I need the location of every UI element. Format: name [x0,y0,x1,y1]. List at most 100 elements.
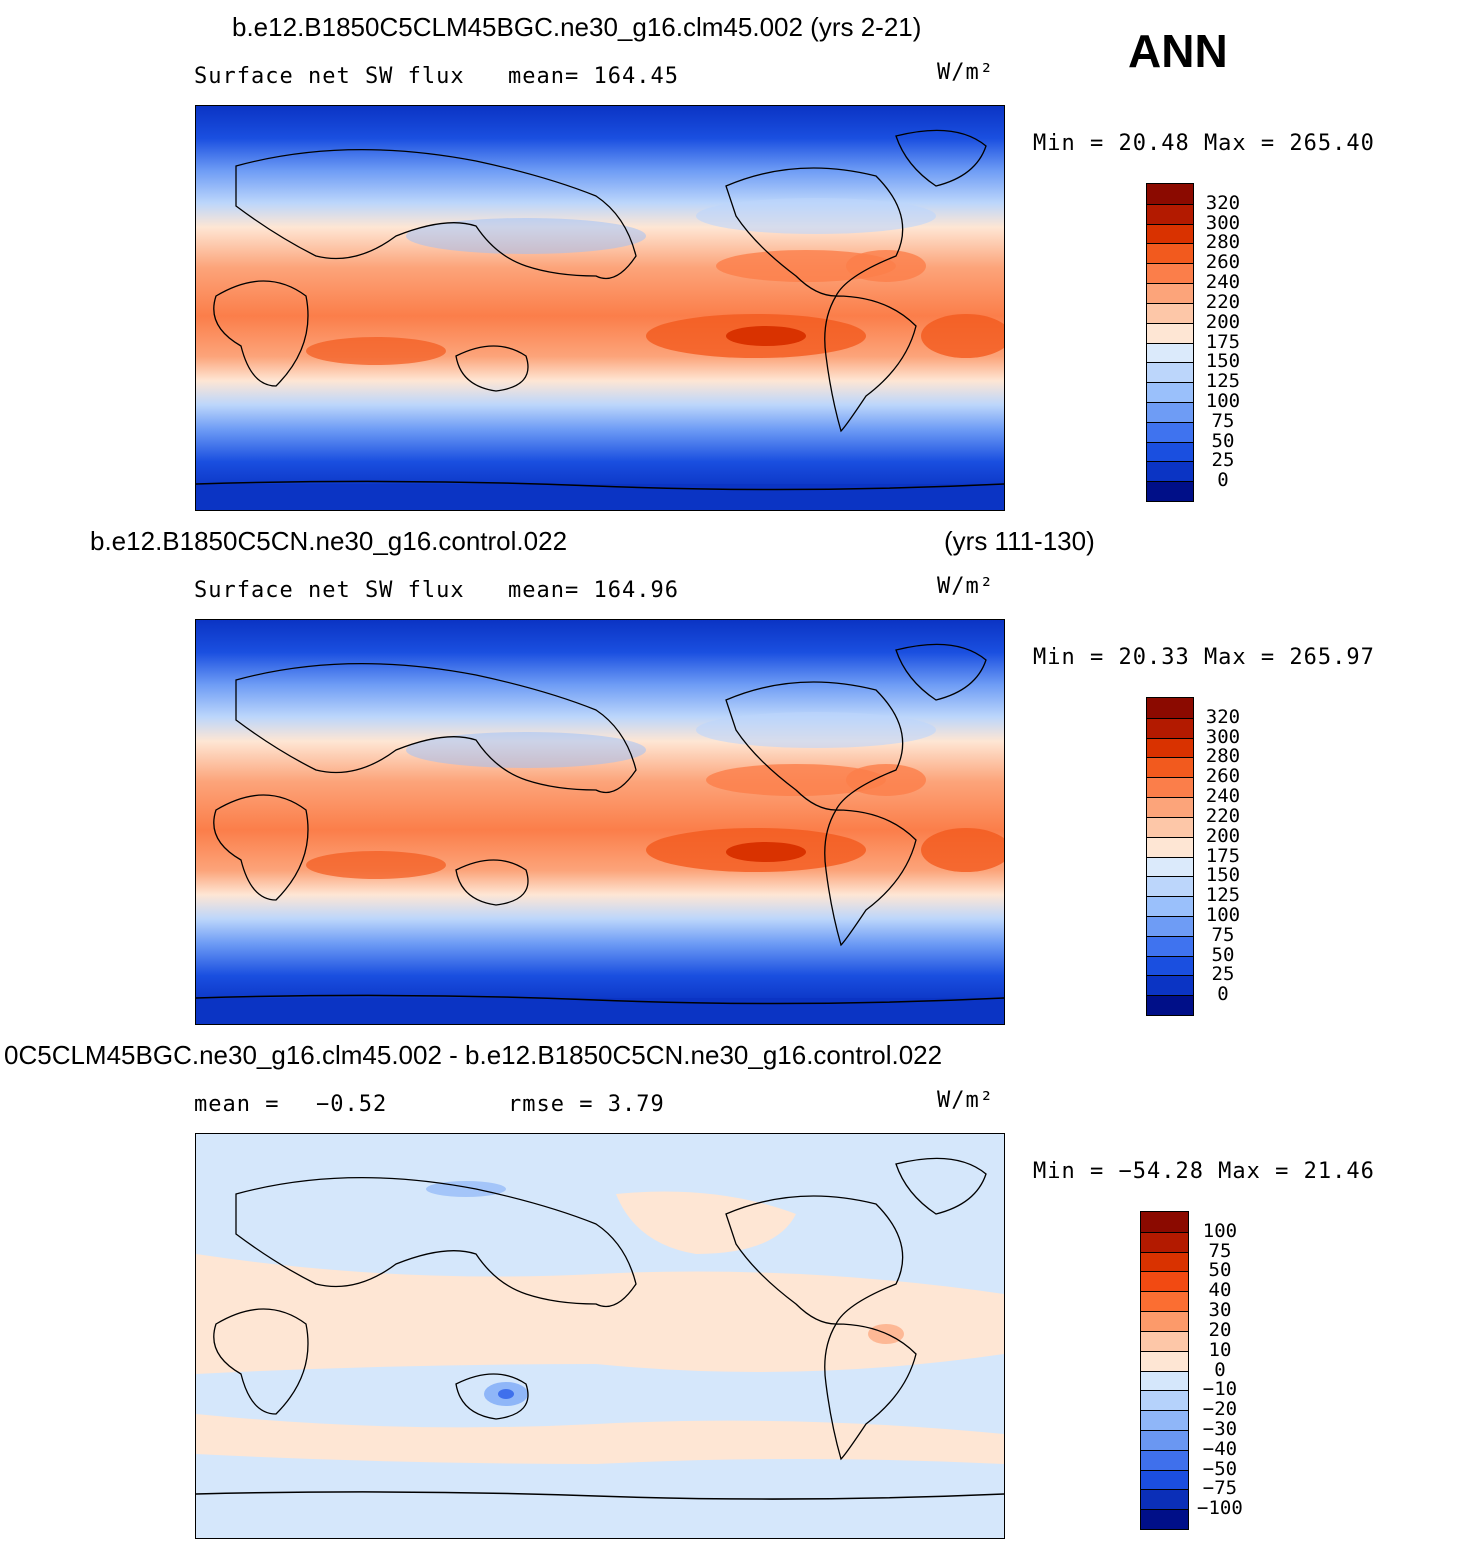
season-label: ANN [1128,25,1228,77]
colorbar-tick-label: 200 [1205,310,1241,333]
panel1-map-svg [196,106,1004,510]
colorbar-tick-label: 0 [1214,1358,1226,1381]
panel1-colorbar [1146,183,1194,502]
panel3-rmse-label: rmse = 3.79 [508,1092,665,1117]
colorbar-cell [1147,481,1193,501]
colorbar-cell [1141,1390,1188,1411]
colorbar-tick-label: −20 [1202,1398,1238,1421]
colorbar-cell [1141,1350,1188,1371]
panel1-minmax: Min = 20.48 Max = 265.40 [1033,131,1375,156]
colorbar-cell [1147,362,1193,383]
colorbar-tick-label: 320 [1205,705,1241,728]
colorbar-tick-label: 0 [1217,469,1229,492]
colorbar-tick-label: 75 [1211,923,1235,946]
colorbar-tick-label: 240 [1205,785,1241,808]
colorbar-tick-label: 25 [1211,963,1235,986]
panel3-mean-value: −0.52 [316,1092,388,1117]
colorbar-tick-label: 260 [1205,251,1241,274]
panel2-mean-label: mean= 164.96 [508,578,679,603]
colorbar-tick-label: 0 [1217,983,1229,1006]
colorbar-tick-label: 280 [1205,231,1241,254]
colorbar-cell [1147,935,1193,956]
colorbar-cell [1147,955,1193,976]
colorbar-tick-label: 10 [1208,1338,1232,1361]
panel2-case-title: b.e12.B1850C5CN.ne30_g16.control.022 [90,526,568,556]
panel3-map-svg [196,1134,1004,1538]
colorbar-tick-label: 280 [1205,745,1241,768]
colorbar-cell [1147,975,1193,996]
panel2-variable-label: Surface net SW flux [194,578,465,603]
panel2-map-svg [196,620,1004,1024]
colorbar-tick-label: 75 [1208,1239,1232,1262]
panel3-minmax: Min = −54.28 Max = 21.46 [1033,1159,1375,1184]
colorbar-cell [1147,184,1193,204]
colorbar-tick-label: 50 [1211,943,1235,966]
panel3-units: W/m² [937,1088,994,1113]
colorbar-tick-label: −75 [1202,1477,1238,1500]
panel1-units: W/m² [937,60,994,85]
colorbar-tick-label: 220 [1205,804,1241,827]
colorbar-cell [1147,836,1193,857]
colorbar-cell [1141,1410,1188,1430]
colorbar-tick-label: −10 [1202,1378,1238,1401]
colorbar-cell [1147,382,1193,402]
colorbar-cell [1147,797,1193,817]
colorbar-cell [1147,283,1193,303]
panel1-case-title: b.e12.B1850C5CLM45BGC.ne30_g16.clm45.002… [232,12,922,42]
colorbar-cell [1141,1291,1188,1312]
panel1-map [195,105,1005,511]
colorbar-tick-label: 175 [1205,330,1241,353]
colorbar-cell [1141,1429,1188,1450]
colorbar-cell [1141,1251,1188,1272]
colorbar-cell [1147,263,1193,284]
colorbar-tick-label: 100 [1205,389,1241,412]
colorbar-tick-label: 150 [1205,864,1241,887]
colorbar-cell [1147,737,1193,758]
colorbar-cell [1147,777,1193,798]
colorbar-cell [1147,876,1193,897]
colorbar-cell [1147,461,1193,482]
colorbar-cell [1141,1212,1188,1232]
colorbar-tick-label: 260 [1205,765,1241,788]
colorbar-cell [1147,203,1193,224]
colorbar-tick-label: 300 [1205,725,1241,748]
colorbar-tick-label: 175 [1205,844,1241,867]
colorbar-cell [1147,757,1193,778]
colorbar-tick-label: 125 [1205,884,1241,907]
panel3-case-title: 0C5CLM45BGC.ne30_g16.clm45.002 - b.e12.B… [4,1040,943,1070]
colorbar-tick-label: −100 [1197,1497,1243,1520]
colorbar-tick-label: 20 [1208,1318,1232,1341]
colorbar-cell [1141,1489,1188,1510]
colorbar-tick-label: 320 [1205,191,1241,214]
colorbar-cell [1147,915,1193,936]
panel1-mean-label: mean= 164.45 [508,64,679,89]
colorbar-tick-label: 50 [1208,1259,1232,1282]
panel2-colorbar [1146,697,1194,1016]
colorbar-tick-label: 40 [1208,1279,1232,1302]
colorbar-tick-label: −30 [1202,1417,1238,1440]
colorbar-tick-label: −40 [1202,1437,1238,1460]
panel3-colorbar [1140,1211,1189,1530]
colorbar-cell [1141,1469,1188,1490]
colorbar-cell [1147,816,1193,837]
colorbar-tick-label: 75 [1211,409,1235,432]
colorbar-tick-label: −50 [1202,1457,1238,1480]
panel3-mean-label: mean = [194,1092,280,1117]
colorbar-cell [1141,1509,1188,1529]
colorbar-tick-label: 200 [1205,824,1241,847]
colorbar-tick-label: 150 [1205,350,1241,373]
panel1-variable-label: Surface net SW flux [194,64,465,89]
colorbar-cell [1141,1271,1188,1292]
colorbar-cell [1147,421,1193,442]
colorbar-cell [1147,896,1193,916]
colorbar-tick-label: 240 [1205,271,1241,294]
colorbar-cell [1141,1231,1188,1252]
panel2-minmax: Min = 20.33 Max = 265.97 [1033,645,1375,670]
colorbar-tick-label: 300 [1205,211,1241,234]
panel2-case-years: (yrs 111-130) [944,526,1095,556]
colorbar-cell [1147,243,1193,264]
colorbar-tick-label: 100 [1202,1219,1238,1242]
colorbar-tick-label: 30 [1208,1299,1232,1322]
colorbar-tick-label: 125 [1205,370,1241,393]
panel3-map [195,1133,1005,1539]
